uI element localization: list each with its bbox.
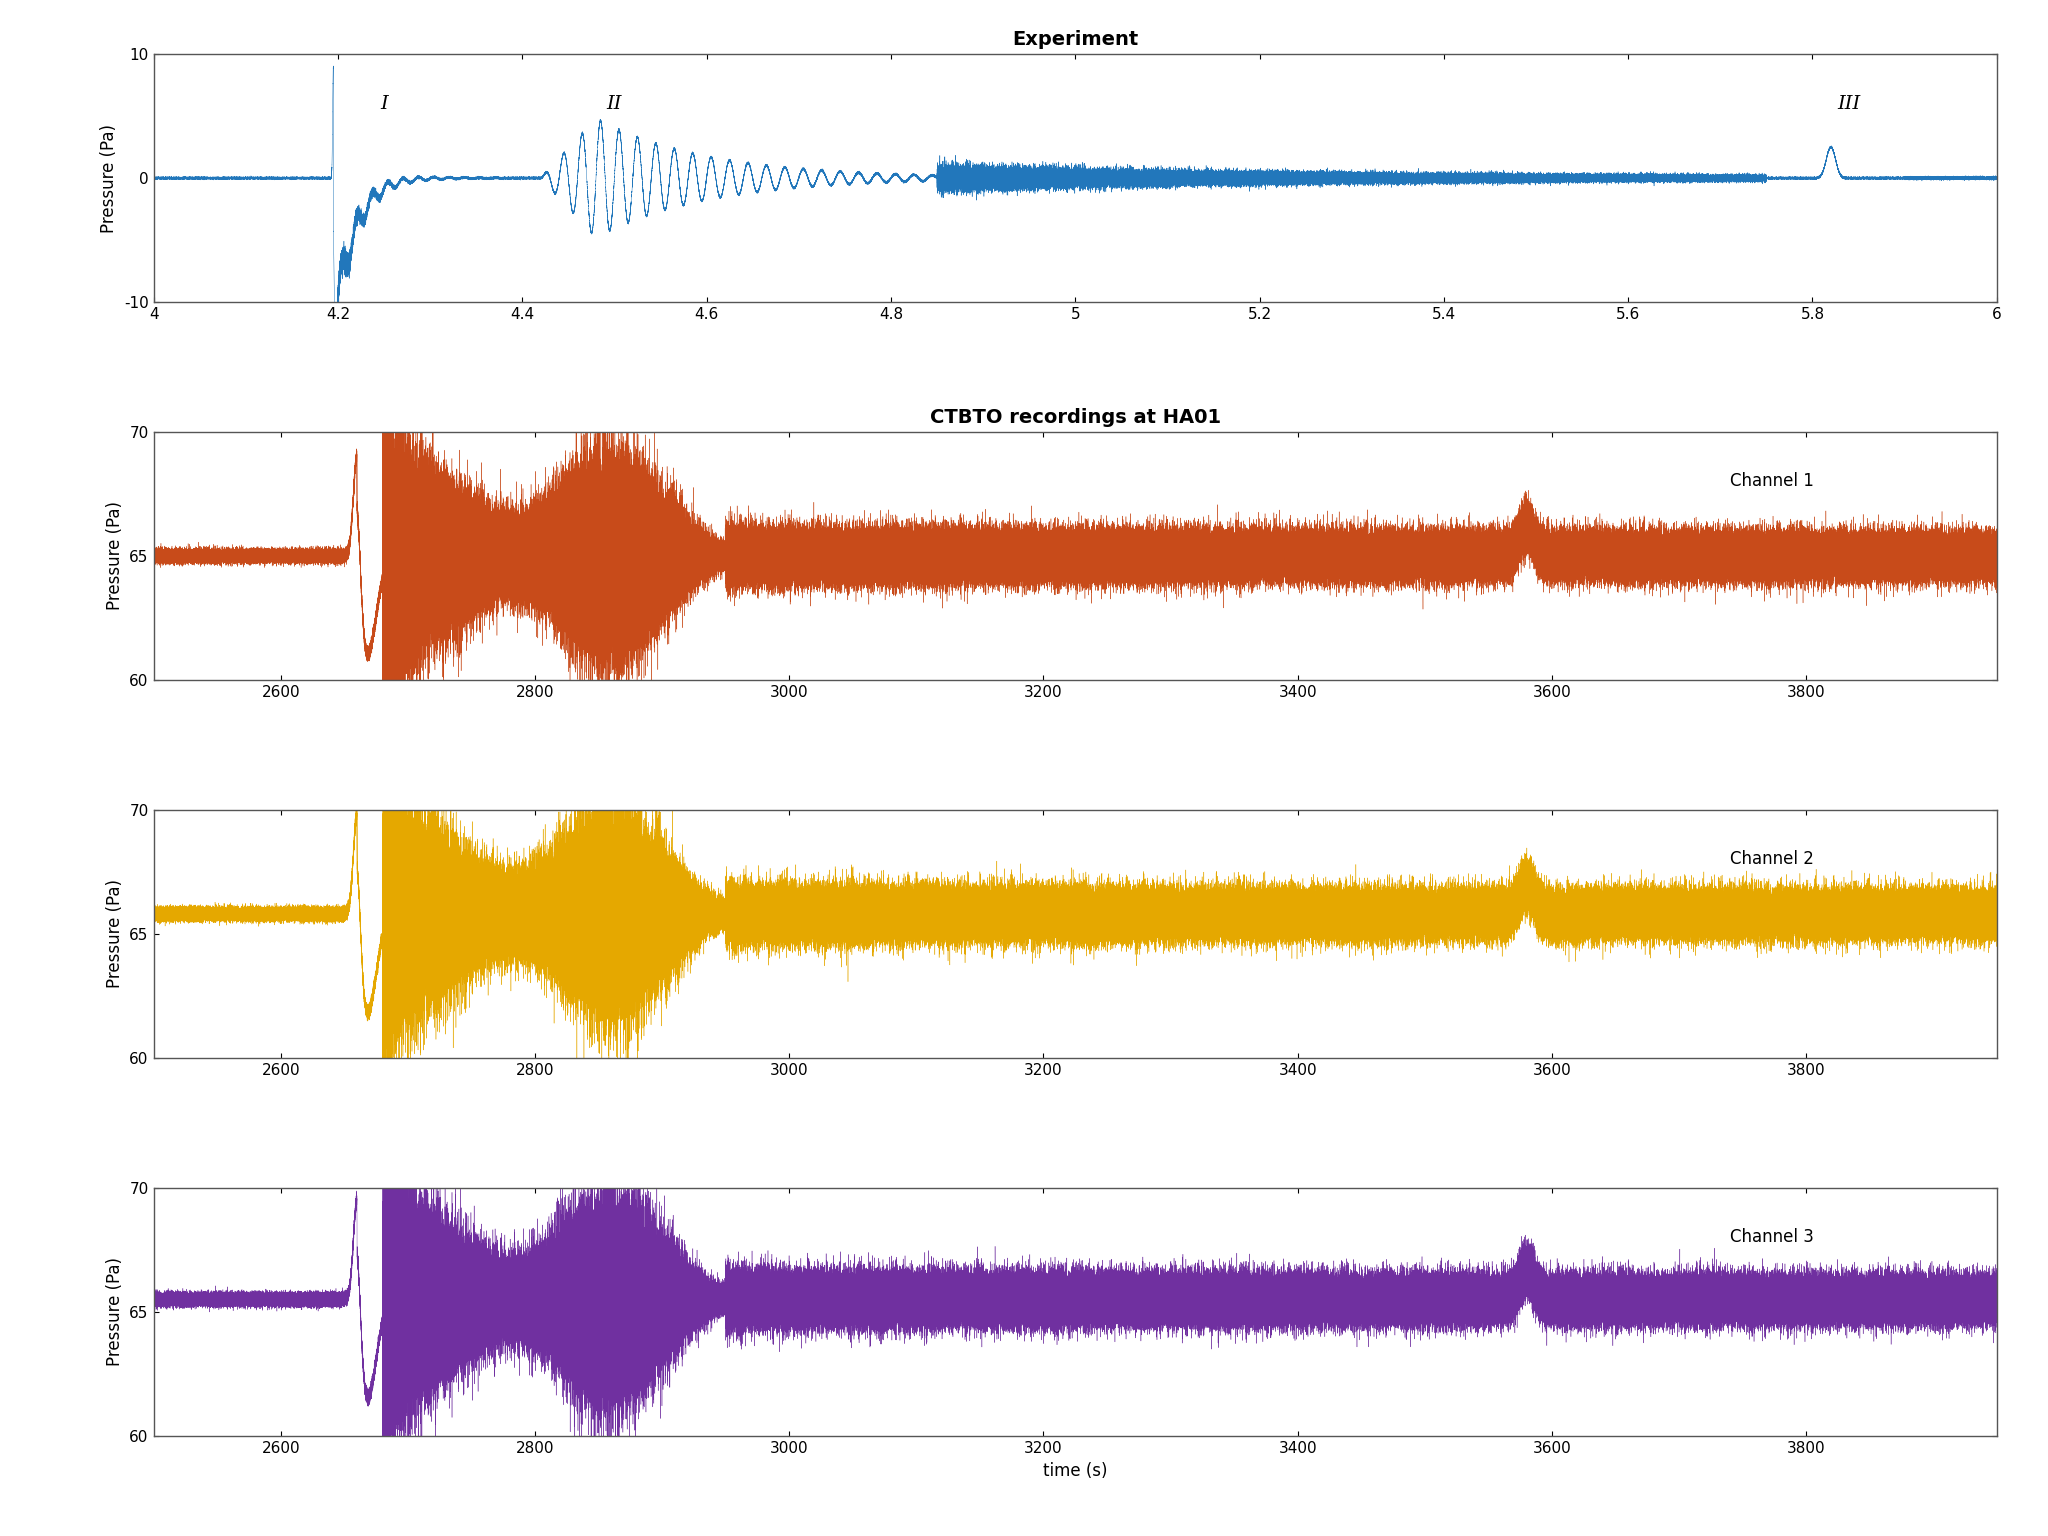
Y-axis label: Pressure (Pa): Pressure (Pa) xyxy=(100,123,119,232)
Text: I: I xyxy=(381,95,387,114)
Text: Channel 1: Channel 1 xyxy=(1729,473,1812,490)
Title: CTBTO recordings at HA01: CTBTO recordings at HA01 xyxy=(930,409,1221,427)
Title: Experiment: Experiment xyxy=(1012,31,1139,49)
Text: Channel 3: Channel 3 xyxy=(1729,1229,1812,1246)
Text: Channel 2: Channel 2 xyxy=(1729,851,1812,868)
Text: II: II xyxy=(606,95,623,114)
Y-axis label: Pressure (Pa): Pressure (Pa) xyxy=(106,1258,123,1367)
Text: III: III xyxy=(1837,95,1862,114)
X-axis label: time (s): time (s) xyxy=(1042,1462,1108,1479)
Y-axis label: Pressure (Pa): Pressure (Pa) xyxy=(106,501,123,610)
Y-axis label: Pressure (Pa): Pressure (Pa) xyxy=(106,880,123,989)
